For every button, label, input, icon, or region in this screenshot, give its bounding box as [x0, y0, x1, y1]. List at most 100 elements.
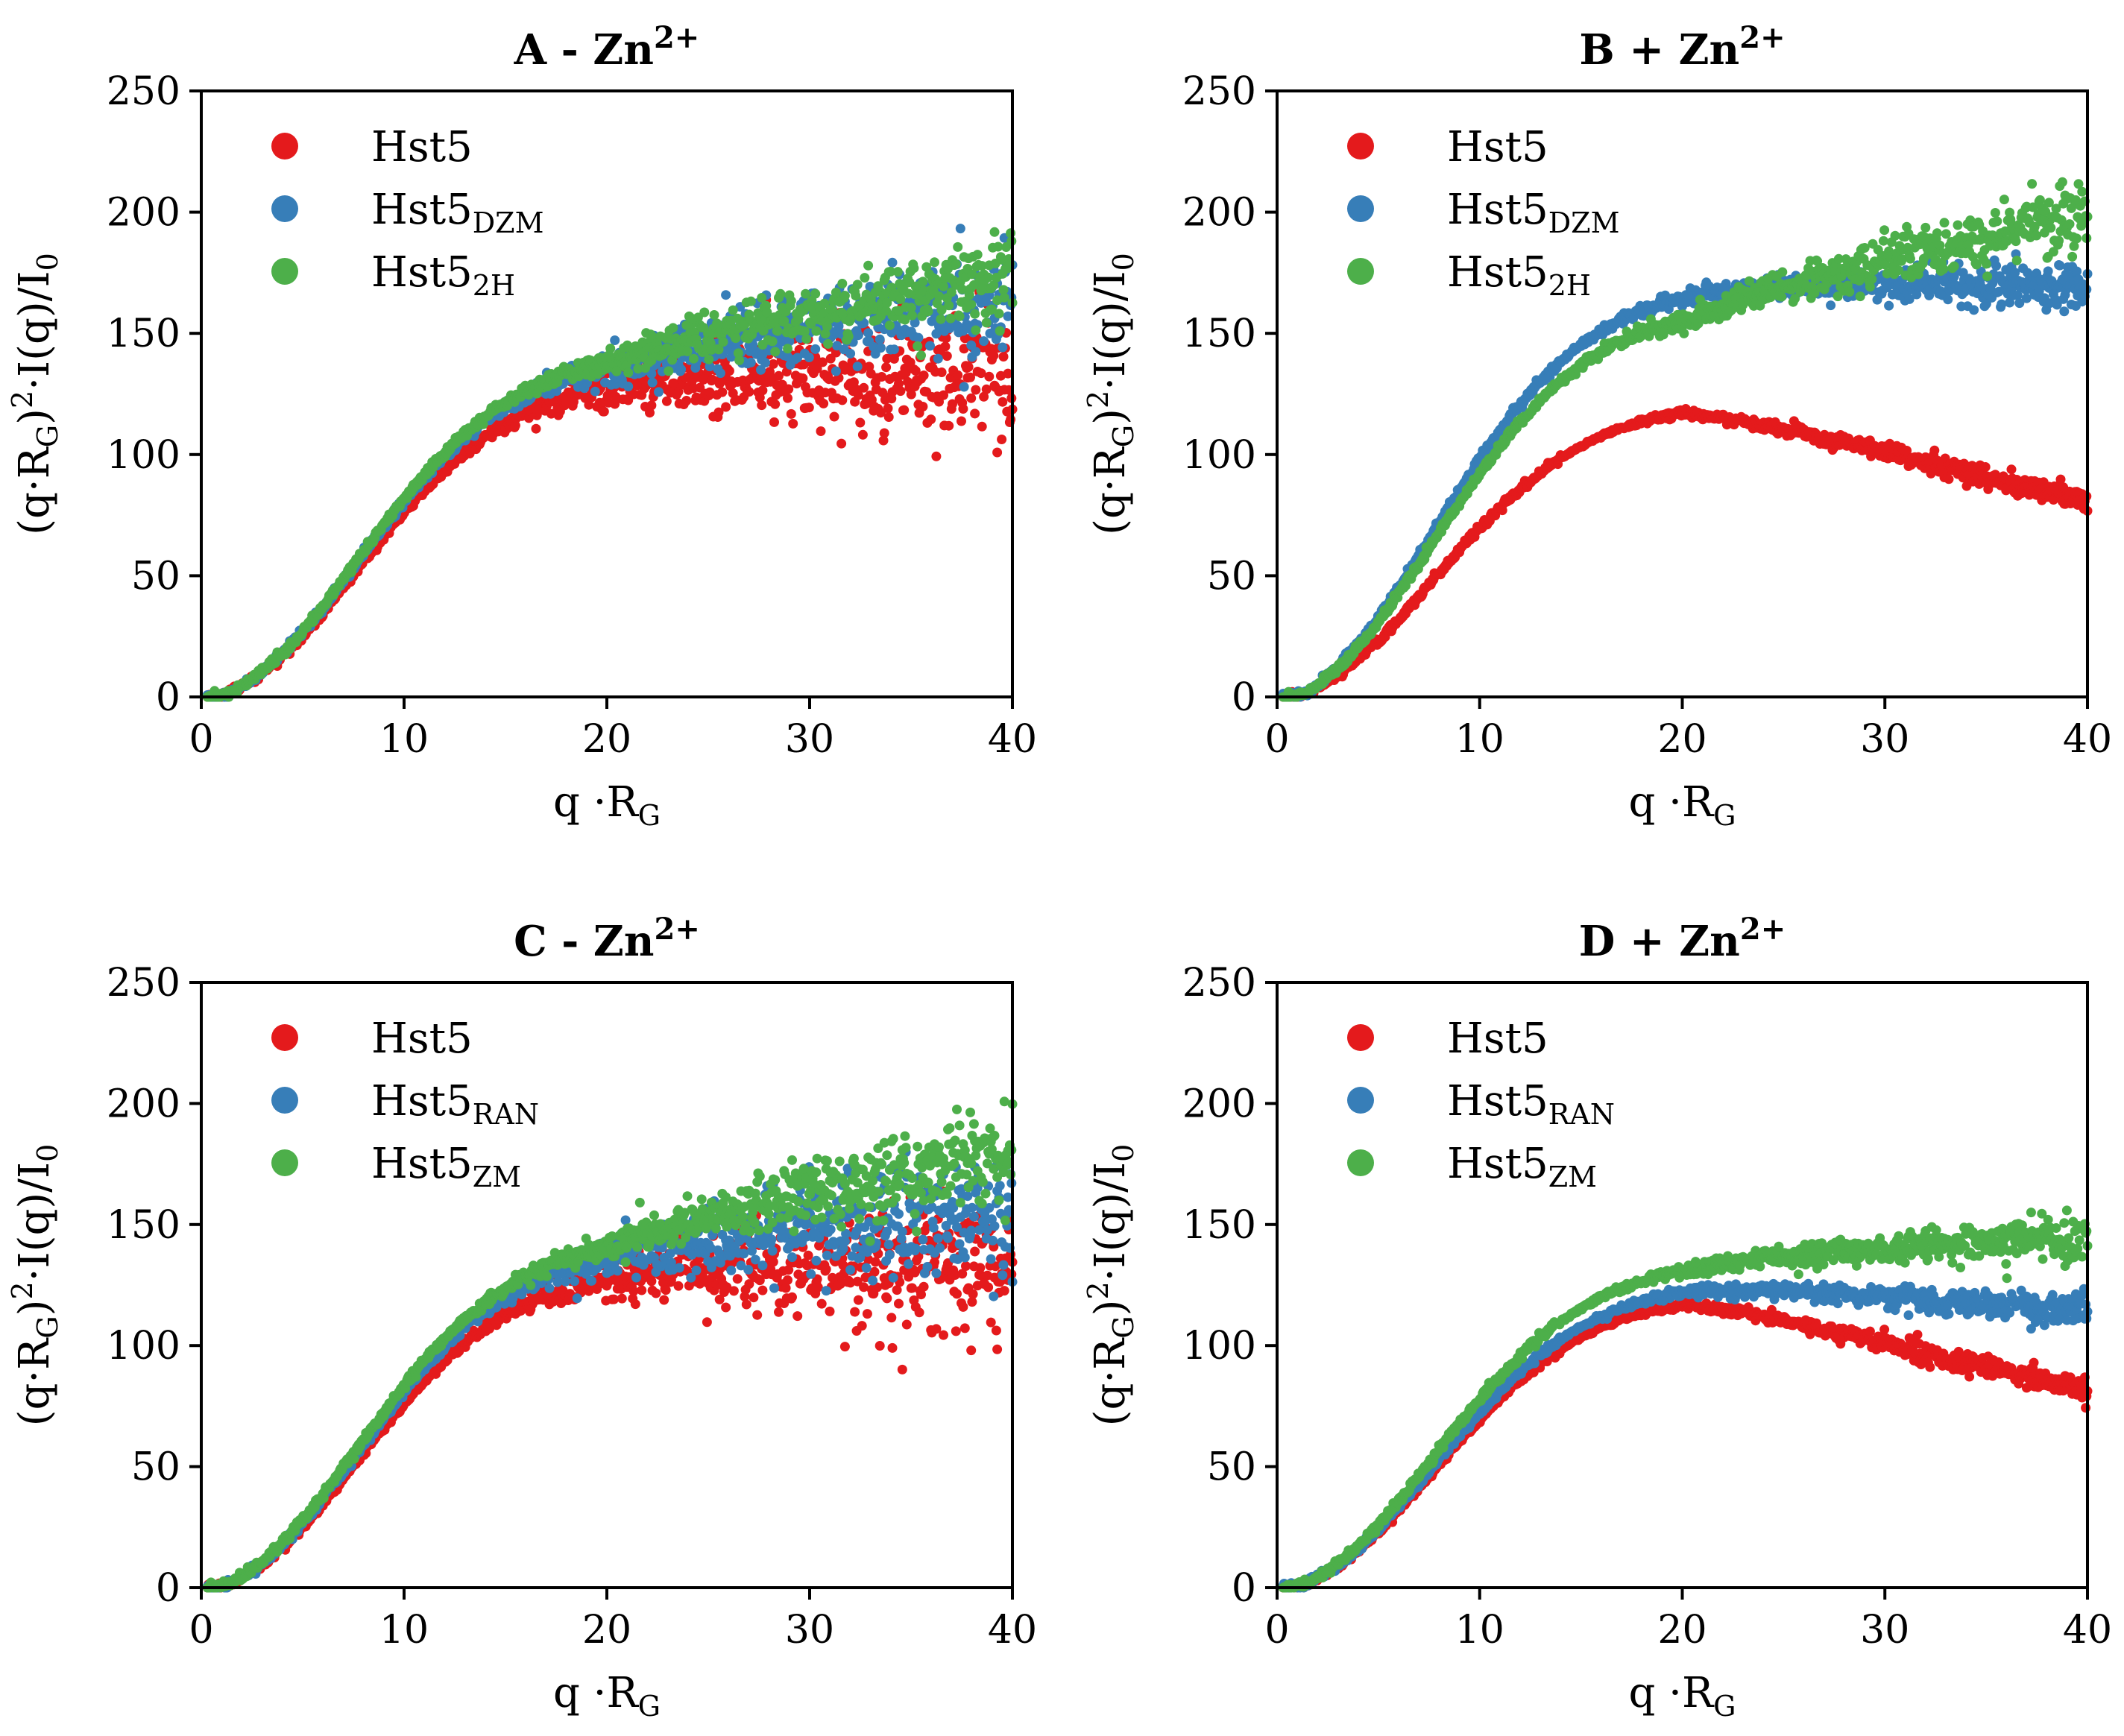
data-point [936, 367, 947, 377]
legend-label: Hst52H [371, 248, 515, 302]
data-point [1969, 305, 1979, 315]
data-point [944, 300, 954, 311]
data-point [1991, 261, 2002, 271]
data-point [804, 353, 814, 362]
data-point [817, 357, 828, 367]
x-tick-label: 30 [785, 717, 834, 762]
data-point [713, 407, 724, 417]
data-point [992, 447, 1003, 458]
data-point [863, 328, 874, 338]
data-point [944, 420, 954, 431]
data-point [590, 386, 600, 397]
data-point [767, 336, 778, 347]
data-point [704, 354, 714, 364]
data-point [770, 347, 781, 357]
data-point [879, 428, 889, 438]
data-point [757, 385, 768, 396]
data-point [1944, 474, 1954, 484]
data-point [895, 294, 906, 304]
data-point [510, 420, 520, 431]
data-point [744, 387, 754, 397]
y-tick-label: 200 [107, 191, 180, 236]
data-point [875, 343, 886, 353]
data-point [708, 374, 718, 385]
data-point [599, 406, 609, 417]
data-point [963, 362, 974, 372]
data-point [907, 310, 917, 321]
data-point [774, 370, 784, 381]
data-point [715, 368, 725, 379]
data-point [852, 280, 863, 290]
data-point [1997, 299, 2007, 309]
data-point [966, 393, 977, 403]
data-point [647, 377, 658, 388]
data-point [786, 296, 796, 306]
data-point [981, 318, 992, 328]
data-point [979, 391, 989, 402]
legend-marker [271, 258, 298, 285]
data-point [786, 408, 796, 419]
data-point [994, 309, 1004, 319]
data-point [845, 348, 856, 359]
data-point [810, 288, 821, 299]
data-point [721, 290, 731, 300]
data-point [853, 330, 863, 341]
data-point [970, 309, 980, 319]
legend-marker [271, 195, 298, 222]
data-point [2006, 464, 2017, 475]
data-point [688, 353, 699, 364]
data-point [984, 371, 995, 382]
data-point [1884, 300, 1894, 311]
data-point [784, 384, 794, 394]
data-point [933, 353, 943, 364]
data-point [819, 398, 829, 408]
data-point [769, 417, 779, 427]
data-point [981, 384, 992, 394]
data-point [831, 366, 841, 376]
data-point [999, 292, 1009, 303]
data-point [605, 344, 616, 353]
data-point [918, 277, 928, 287]
data-point [717, 387, 728, 397]
data-point [971, 347, 981, 357]
panel-title: A - Zn2+ [514, 20, 700, 75]
data-point [998, 352, 1009, 362]
data-point [894, 379, 904, 389]
data-point [958, 404, 968, 414]
data-point [951, 259, 961, 269]
data-point [934, 291, 944, 301]
legend-label: Hst5DZM [371, 186, 544, 239]
data-point [734, 355, 745, 365]
data-point [837, 279, 848, 288]
scatter-points [202, 224, 1018, 702]
data-point [878, 435, 889, 446]
data-point [939, 390, 948, 400]
data-point [989, 350, 999, 361]
data-point [883, 403, 893, 414]
series-hst5-2h [202, 227, 1018, 702]
data-point [718, 337, 728, 347]
data-point [918, 370, 929, 381]
x-tick-label: 10 [379, 717, 429, 762]
data-point [852, 362, 863, 372]
y-tick-label: 100 [107, 433, 180, 478]
data-point [757, 400, 767, 411]
data-point [1679, 328, 1689, 338]
legend-marker [271, 133, 298, 160]
data-point [843, 332, 854, 341]
data-point [746, 357, 756, 367]
data-point [668, 323, 678, 333]
data-point [654, 387, 664, 397]
data-point [1826, 300, 1836, 311]
data-point [948, 399, 957, 409]
data-point [661, 396, 672, 406]
data-point [851, 291, 861, 301]
data-point [531, 423, 541, 434]
data-point [2055, 260, 2065, 271]
data-point [610, 335, 620, 345]
data-point [837, 395, 848, 405]
data-point [2059, 306, 2070, 317]
data-point [953, 242, 963, 252]
